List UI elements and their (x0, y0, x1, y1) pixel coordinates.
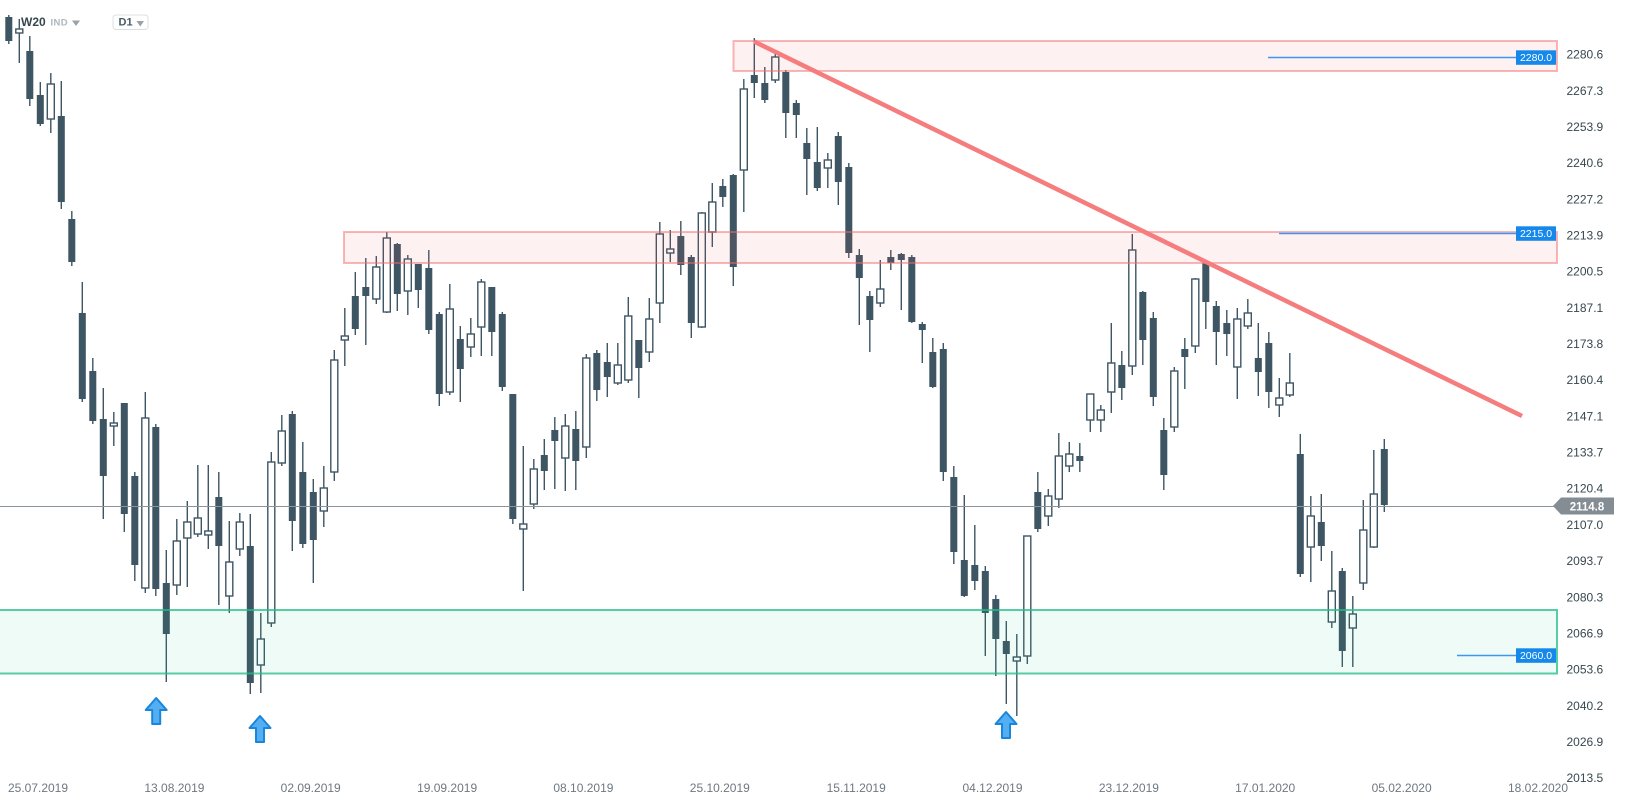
svg-text:2120.4: 2120.4 (1567, 482, 1604, 496)
svg-text:2213.9: 2213.9 (1567, 229, 1604, 243)
svg-text:02.09.2019: 02.09.2019 (281, 781, 341, 795)
svg-text:05.02.2020: 05.02.2020 (1372, 781, 1432, 795)
svg-text:2060.0: 2060.0 (1520, 650, 1552, 662)
svg-text:2133.7: 2133.7 (1567, 446, 1604, 460)
svg-text:2200.5: 2200.5 (1567, 265, 1604, 279)
svg-text:2267.3: 2267.3 (1567, 84, 1604, 98)
svg-text:25.07.2019: 25.07.2019 (8, 781, 68, 795)
svg-text:23.12.2019: 23.12.2019 (1099, 781, 1159, 795)
svg-text:2215.0: 2215.0 (1520, 228, 1552, 240)
svg-text:15.11.2019: 15.11.2019 (827, 781, 886, 795)
svg-text:18.02.2020: 18.02.2020 (1508, 781, 1568, 795)
svg-text:2080.3: 2080.3 (1567, 590, 1604, 604)
svg-text:25.10.2019: 25.10.2019 (690, 781, 750, 795)
svg-text:2053.6: 2053.6 (1567, 663, 1604, 677)
svg-text:2114.8: 2114.8 (1570, 502, 1605, 514)
svg-text:2013.5: 2013.5 (1567, 771, 1604, 785)
svg-text:2280.6: 2280.6 (1567, 48, 1604, 62)
svg-text:2107.0: 2107.0 (1567, 518, 1604, 532)
svg-text:2187.1: 2187.1 (1567, 301, 1604, 315)
svg-text:2026.9: 2026.9 (1567, 735, 1604, 749)
svg-text:D1: D1 (119, 17, 133, 29)
svg-text:2173.8: 2173.8 (1567, 337, 1604, 351)
svg-text:13.08.2019: 13.08.2019 (144, 781, 204, 795)
svg-text:2147.1: 2147.1 (1567, 409, 1604, 423)
svg-text:2040.2: 2040.2 (1567, 699, 1604, 713)
svg-text:IND: IND (51, 18, 69, 29)
svg-text:W20: W20 (21, 15, 46, 29)
svg-text:2066.9: 2066.9 (1567, 626, 1604, 640)
svg-text:2253.9: 2253.9 (1567, 120, 1604, 134)
svg-text:19.09.2019: 19.09.2019 (417, 781, 477, 795)
svg-text:2227.2: 2227.2 (1567, 192, 1604, 206)
svg-text:08.10.2019: 08.10.2019 (553, 781, 613, 795)
svg-text:04.12.2019: 04.12.2019 (962, 781, 1022, 795)
svg-text:2093.7: 2093.7 (1567, 554, 1604, 568)
svg-text:2160.4: 2160.4 (1567, 373, 1604, 387)
svg-text:2240.6: 2240.6 (1567, 156, 1604, 170)
svg-text:2280.0: 2280.0 (1520, 52, 1552, 64)
svg-text:17.01.2020: 17.01.2020 (1235, 781, 1295, 795)
